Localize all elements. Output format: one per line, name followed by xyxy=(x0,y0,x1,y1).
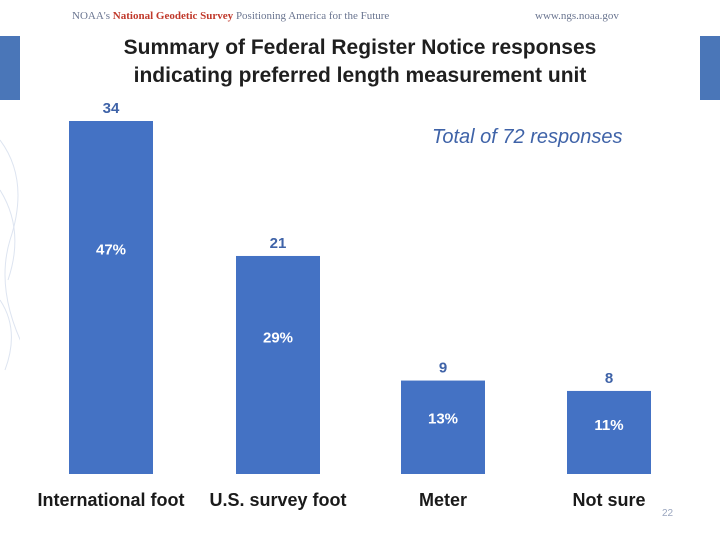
chart-title: Summary of Federal Register Notice respo… xyxy=(20,34,700,90)
title-line-2: indicating preferred length measurement … xyxy=(133,64,587,87)
bar-u-s-survey-foot xyxy=(236,255,320,474)
percent-label-u-s-survey-foot: 29% xyxy=(263,329,293,346)
percent-label-not-sure: 11% xyxy=(594,417,623,434)
count-label-not-sure: 8 xyxy=(605,370,613,387)
title-line-1: Summary of Federal Register Notice respo… xyxy=(123,36,597,59)
bar-not-sure xyxy=(567,390,651,474)
website-link[interactable]: www.ngs.noaa.gov xyxy=(535,10,619,22)
org-prefix: NOAA's xyxy=(72,10,111,22)
header-tagline-group: NOAA's National Geodetic Survey Position… xyxy=(72,10,389,22)
tagline: Positioning America for the Future xyxy=(235,10,390,22)
count-label-meter: 9 xyxy=(439,360,447,377)
category-label-meter: Meter xyxy=(419,490,467,510)
page-number: 22 xyxy=(662,508,674,519)
percent-label-international-foot: 47% xyxy=(96,242,126,259)
bar-meter xyxy=(401,380,485,474)
category-label-international-foot: International foot xyxy=(38,490,185,510)
category-label-not-sure: Not sure xyxy=(572,490,645,510)
org-name: National Geodetic Survey xyxy=(112,10,234,22)
bar-international-foot xyxy=(69,121,153,474)
percent-label-meter: 13% xyxy=(428,410,458,427)
category-label-u-s-survey-foot: U.S. survey foot xyxy=(209,490,346,510)
total-responses-note: Total of 72 responses xyxy=(432,126,623,148)
count-label-international-foot: 34 xyxy=(103,100,120,117)
count-label-u-s-survey-foot: 21 xyxy=(270,235,287,252)
globe-ornament-icon xyxy=(0,139,26,371)
